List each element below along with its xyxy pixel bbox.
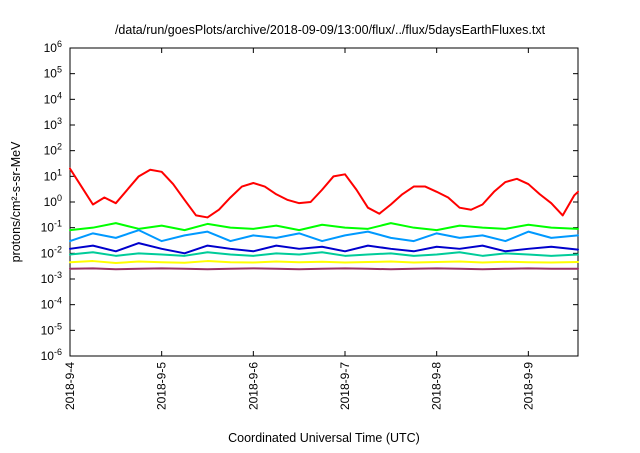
- x-tick-label-4: 2018-9-8: [430, 362, 444, 410]
- y-tick-label-5: 10-1: [41, 219, 62, 235]
- y-axis-label: protons/cm²-s-sr-MeV: [9, 141, 23, 263]
- y-tick-label-2: 10-4: [41, 296, 62, 312]
- x-axis-ticks: 2018-9-4 2018-9-5 2018-9-6 2018-9-7 2018-9-8…: [63, 48, 535, 410]
- chart-title: /data/run/goesPlots/archive/2018-09-09/1…: [115, 23, 546, 37]
- series-lines: [69, 167, 579, 271]
- y-tick-label-12: 106: [44, 39, 62, 55]
- x-tick-label-5: 2018-9-9: [521, 362, 535, 410]
- series-line-4: [69, 251, 579, 257]
- y-tick-exponent-3: -3: [54, 270, 62, 280]
- y-tick-base-11: 10: [44, 67, 58, 81]
- y-tick-exponent-10: 4: [57, 90, 62, 100]
- y-tick-exponent-2: -4: [54, 296, 62, 306]
- y-tick-exponent-7: 1: [57, 167, 62, 177]
- x-tick-label-1: 2018-9-5: [155, 362, 169, 410]
- y-tick-base-6: 10: [44, 195, 58, 209]
- y-tick-exponent-0: -6: [54, 347, 62, 357]
- x-axis-label: Coordinated Universal Time (UTC): [228, 431, 420, 445]
- y-tick-exponent-9: 3: [57, 116, 62, 126]
- y-tick-base-8: 10: [44, 144, 58, 158]
- y-tick-label-7: 101: [44, 167, 62, 183]
- series-line-3: [69, 242, 579, 255]
- y-tick-base-2: 10: [41, 298, 55, 312]
- y-tick-base-5: 10: [41, 221, 55, 235]
- y-tick-label-0: 10-6: [41, 347, 62, 363]
- y-tick-exponent-11: 5: [57, 65, 62, 75]
- y-tick-label-3: 10-3: [41, 270, 62, 286]
- series-line-5: [69, 260, 579, 264]
- y-tick-base-9: 10: [44, 118, 58, 132]
- series-line-6: [69, 267, 579, 271]
- y-tick-exponent-6: 0: [57, 193, 62, 203]
- y-tick-label-8: 102: [44, 142, 62, 158]
- y-tick-label-1: 10-5: [41, 321, 62, 337]
- series-line-1: [69, 222, 579, 232]
- y-tick-base-4: 10: [41, 246, 55, 260]
- y-tick-base-10: 10: [44, 92, 58, 106]
- y-tick-label-9: 103: [44, 116, 62, 132]
- y-tick-label-4: 10-2: [41, 244, 62, 260]
- y-tick-exponent-12: 6: [57, 39, 62, 49]
- series-line-0: [69, 167, 579, 219]
- y-tick-base-1: 10: [41, 323, 55, 337]
- x-tick-label-0: 2018-9-4: [63, 362, 77, 410]
- x-tick-label-3: 2018-9-7: [338, 362, 352, 410]
- y-tick-base-12: 10: [44, 41, 58, 55]
- y-tick-exponent-5: -1: [54, 219, 62, 229]
- y-axis-ticks: 10-610-510-410-310-210-11001011021031041…: [41, 39, 578, 363]
- y-tick-label-6: 100: [44, 193, 62, 209]
- y-tick-base-7: 10: [44, 169, 58, 183]
- y-tick-label-10: 104: [44, 90, 62, 106]
- y-tick-exponent-4: -2: [54, 244, 62, 254]
- y-tick-exponent-8: 2: [57, 142, 62, 152]
- y-tick-label-11: 105: [44, 65, 62, 81]
- y-tick-exponent-1: -5: [54, 321, 62, 331]
- x-tick-label-2: 2018-9-6: [246, 362, 260, 410]
- y-tick-base-3: 10: [41, 272, 55, 286]
- series-line-2: [69, 229, 579, 243]
- y-tick-base-0: 10: [41, 349, 55, 363]
